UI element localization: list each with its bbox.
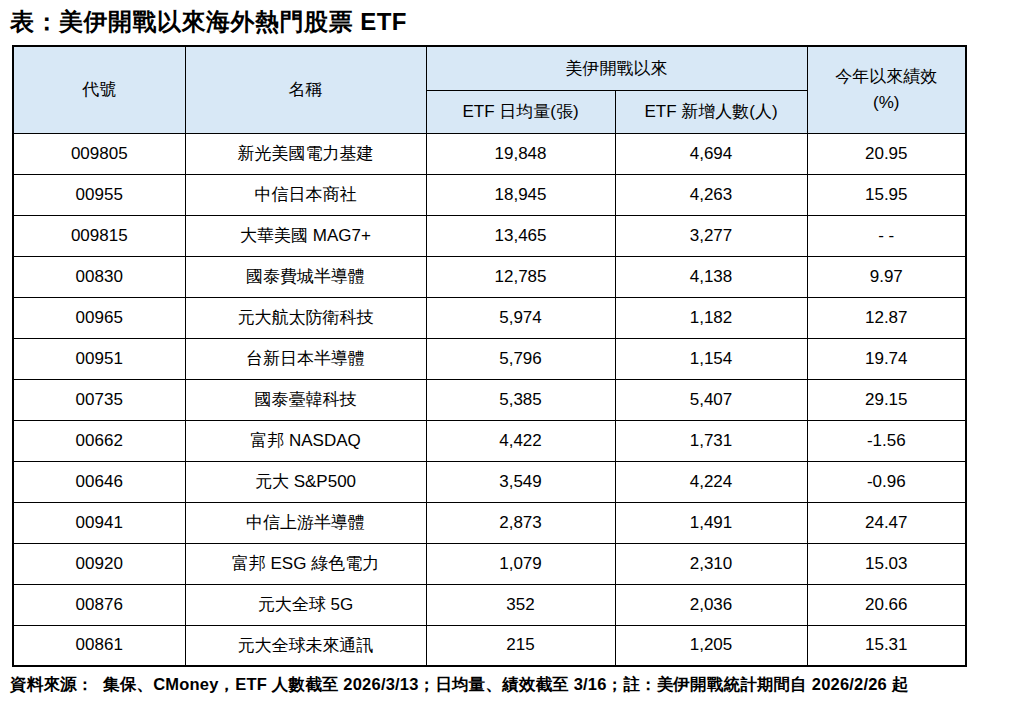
- cell-avg-volume: 352: [426, 584, 615, 625]
- cell-new-investors: 3,277: [615, 215, 807, 256]
- table-row: 00830 國泰費城半導體 12,785 4,138 9.97: [13, 256, 966, 297]
- cell-code: 00662: [13, 420, 185, 461]
- table-row: 00965 元大航太防衛科技 5,974 1,182 12.87: [13, 297, 966, 338]
- cell-name: 新光美國電力基建: [185, 133, 426, 174]
- cell-avg-volume: 2,873: [426, 502, 615, 543]
- cell-new-investors: 4,263: [615, 174, 807, 215]
- cell-code: 00876: [13, 584, 185, 625]
- cell-code: 00861: [13, 625, 185, 666]
- table-row: 00876 元大全球 5G 352 2,036 20.66: [13, 584, 966, 625]
- cell-new-investors: 1,154: [615, 338, 807, 379]
- cell-avg-volume: 12,785: [426, 256, 615, 297]
- table-row: 00861 元大全球未來通訊 215 1,205 15.31: [13, 625, 966, 666]
- cell-code: 009815: [13, 215, 185, 256]
- cell-new-investors: 4,224: [615, 461, 807, 502]
- cell-ytd: 12.87: [807, 297, 966, 338]
- cell-avg-volume: 3,549: [426, 461, 615, 502]
- cell-name: 富邦 NASDAQ: [185, 420, 426, 461]
- cell-new-investors: 4,138: [615, 256, 807, 297]
- cell-name: 大華美國 MAG7+: [185, 215, 426, 256]
- cell-ytd: 24.47: [807, 502, 966, 543]
- table-row: 00941 中信上游半導體 2,873 1,491 24.47: [13, 502, 966, 543]
- cell-ytd: 29.15: [807, 379, 966, 420]
- cell-ytd: -0.96: [807, 461, 966, 502]
- cell-new-investors: 1,182: [615, 297, 807, 338]
- cell-avg-volume: 1,079: [426, 543, 615, 584]
- cell-new-investors: 4,694: [615, 133, 807, 174]
- table-row: 009805 新光美國電力基建 19,848 4,694 20.95: [13, 133, 966, 174]
- header-cell-avg-volume: ETF 日均量(張): [426, 90, 615, 133]
- page-title: 表：美伊開戰以來海外熱門股票 ETF: [10, 6, 407, 38]
- table-row: 00955 中信日本商社 18,945 4,263 15.95: [13, 174, 966, 215]
- cell-code: 009805: [13, 133, 185, 174]
- header-cell-ytd-performance: 今年以來績效 (%): [807, 46, 966, 133]
- table-header: 代號 名稱 美伊開戰以來 今年以來績效 (%) ETF 日均量(張) ETF 新…: [13, 46, 966, 133]
- cell-avg-volume: 18,945: [426, 174, 615, 215]
- cell-name: 台新日本半導體: [185, 338, 426, 379]
- cell-name: 元大 S&P500: [185, 461, 426, 502]
- cell-name: 富邦 ESG 綠色電力: [185, 543, 426, 584]
- cell-avg-volume: 215: [426, 625, 615, 666]
- table-body: 009805 新光美國電力基建 19,848 4,694 20.95 00955…: [13, 133, 966, 666]
- cell-name: 元大航太防衛科技: [185, 297, 426, 338]
- cell-avg-volume: 4,422: [426, 420, 615, 461]
- cell-code: 00951: [13, 338, 185, 379]
- cell-avg-volume: 19,848: [426, 133, 615, 174]
- cell-ytd: 15.03: [807, 543, 966, 584]
- cell-name: 中信日本商社: [185, 174, 426, 215]
- cell-new-investors: 1,205: [615, 625, 807, 666]
- cell-name: 元大全球 5G: [185, 584, 426, 625]
- cell-name: 國泰費城半導體: [185, 256, 426, 297]
- cell-name: 元大全球未來通訊: [185, 625, 426, 666]
- cell-avg-volume: 5,796: [426, 338, 615, 379]
- cell-ytd: - -: [807, 215, 966, 256]
- cell-new-investors: 2,310: [615, 543, 807, 584]
- cell-new-investors: 5,407: [615, 379, 807, 420]
- cell-code: 00830: [13, 256, 185, 297]
- header-ytd-line2: (%): [812, 90, 962, 116]
- header-cell-name: 名稱: [185, 46, 426, 133]
- cell-ytd: 15.31: [807, 625, 966, 666]
- page: 表：美伊開戰以來海外熱門股票 ETF 代號 名稱 美伊開戰以來 今年以來績效 (…: [0, 0, 1012, 707]
- cell-name: 國泰臺韓科技: [185, 379, 426, 420]
- cell-code: 00955: [13, 174, 185, 215]
- header-cell-code: 代號: [13, 46, 185, 133]
- table-row: 00735 國泰臺韓科技 5,385 5,407 29.15: [13, 379, 966, 420]
- etf-table: 代號 名稱 美伊開戰以來 今年以來績效 (%) ETF 日均量(張) ETF 新…: [12, 45, 967, 667]
- table-row: 009815 大華美國 MAG7+ 13,465 3,277 - -: [13, 215, 966, 256]
- table-row: 00662 富邦 NASDAQ 4,422 1,731 -1.56: [13, 420, 966, 461]
- cell-ytd: 20.95: [807, 133, 966, 174]
- header-ytd-line1: 今年以來績效: [812, 64, 962, 90]
- table-row: 00951 台新日本半導體 5,796 1,154 19.74: [13, 338, 966, 379]
- cell-ytd: 20.66: [807, 584, 966, 625]
- cell-code: 00735: [13, 379, 185, 420]
- cell-code: 00941: [13, 502, 185, 543]
- cell-code: 00965: [13, 297, 185, 338]
- cell-new-investors: 2,036: [615, 584, 807, 625]
- table-row: 00920 富邦 ESG 綠色電力 1,079 2,310 15.03: [13, 543, 966, 584]
- cell-new-investors: 1,491: [615, 502, 807, 543]
- cell-code: 00920: [13, 543, 185, 584]
- table-row: 00646 元大 S&P500 3,549 4,224 -0.96: [13, 461, 966, 502]
- header-group-since-war: 美伊開戰以來: [426, 46, 807, 90]
- cell-new-investors: 1,731: [615, 420, 807, 461]
- cell-ytd: 19.74: [807, 338, 966, 379]
- cell-avg-volume: 5,385: [426, 379, 615, 420]
- cell-avg-volume: 5,974: [426, 297, 615, 338]
- cell-ytd: 15.95: [807, 174, 966, 215]
- cell-ytd: 9.97: [807, 256, 966, 297]
- header-cell-new-investors: ETF 新增人數(人): [615, 90, 807, 133]
- source-note: 資料來源： 集保、CMoney，ETF 人數截至 2026/3/13；日均量、績…: [10, 674, 908, 696]
- cell-code: 00646: [13, 461, 185, 502]
- cell-ytd: -1.56: [807, 420, 966, 461]
- cell-avg-volume: 13,465: [426, 215, 615, 256]
- cell-name: 中信上游半導體: [185, 502, 426, 543]
